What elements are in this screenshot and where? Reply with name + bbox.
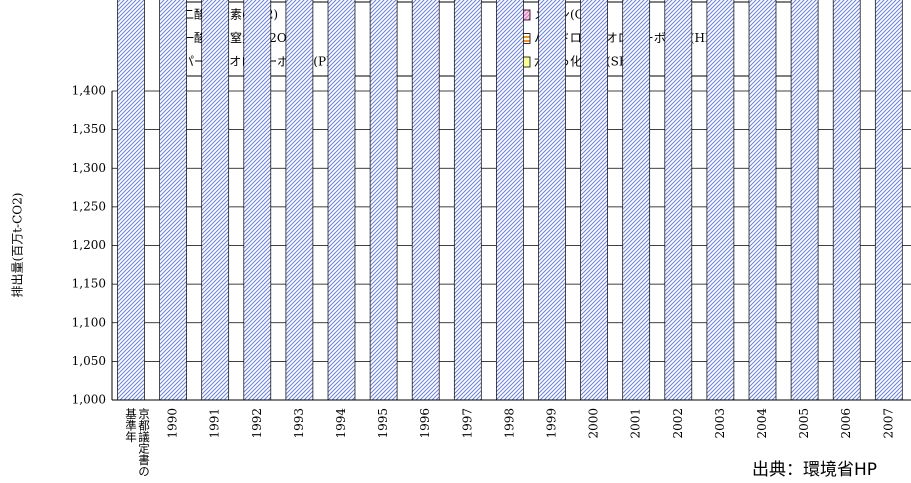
y-tick-label: 1,200 [72,238,106,252]
bar-segment [664,0,693,401]
x-tick-label: 2004 [755,408,769,439]
bar-segment [580,0,608,401]
x-tick-label: 1996 [418,408,432,439]
bar-segment [159,0,187,401]
bar-segment [243,0,272,401]
y-tick-label: 1,300 [72,161,106,175]
bar-segment [706,0,735,401]
x-tick-label: 京都議定書の基準年 [124,408,151,477]
bar-segment [453,0,482,401]
x-tick-label: 1994 [334,408,348,439]
bar-segment [832,0,861,401]
x-tick-label: 1999 [545,408,559,439]
y-tick-label: 1,350 [72,122,106,136]
x-tick-label: 2002 [671,408,685,439]
bar-segment [117,0,145,401]
bar-segment [327,0,356,401]
x-tick-label: 1997 [460,408,474,439]
bar-segment [285,0,314,401]
bar-segment [201,0,230,401]
x-tick-label: 2000 [587,408,601,439]
bar-segment [622,0,651,401]
y-tick-label: 1,100 [72,315,106,329]
bar-segment [411,0,440,401]
bar-segment [748,0,777,401]
x-tick-label: 2006 [839,408,853,439]
bar-segment [538,0,566,401]
y-tick-label: 1,050 [72,354,106,368]
x-tick-label: 2003 [713,408,727,439]
y-tick-label: 1,400 [72,84,106,98]
x-tick-label: 1990 [166,408,180,439]
y-axis-label: 排出量(百万t-CO2) [11,193,25,298]
legend-label: 一酸化二窒素(N2O) [182,30,291,45]
y-tick-label: 1,150 [72,277,106,291]
y-tick-label: 1,000 [72,393,106,407]
bar-segment [874,0,903,401]
x-tick-label: 2005 [797,408,811,439]
x-tick-label: 1998 [502,408,516,439]
source: 出典：環境省HP [752,460,877,480]
x-tick-label: 2001 [629,408,643,439]
x-tick-label: 2007 [881,408,895,439]
bar-segment [496,0,524,401]
x-tick-label: 1993 [292,408,306,439]
y-tick-label: 1,250 [72,199,106,213]
bar-segment [369,0,398,401]
x-tick-label: 1995 [376,408,390,439]
x-tick-label: 1992 [250,408,264,439]
bar-segment [790,0,819,401]
x-tick-label: 1991 [208,408,222,439]
